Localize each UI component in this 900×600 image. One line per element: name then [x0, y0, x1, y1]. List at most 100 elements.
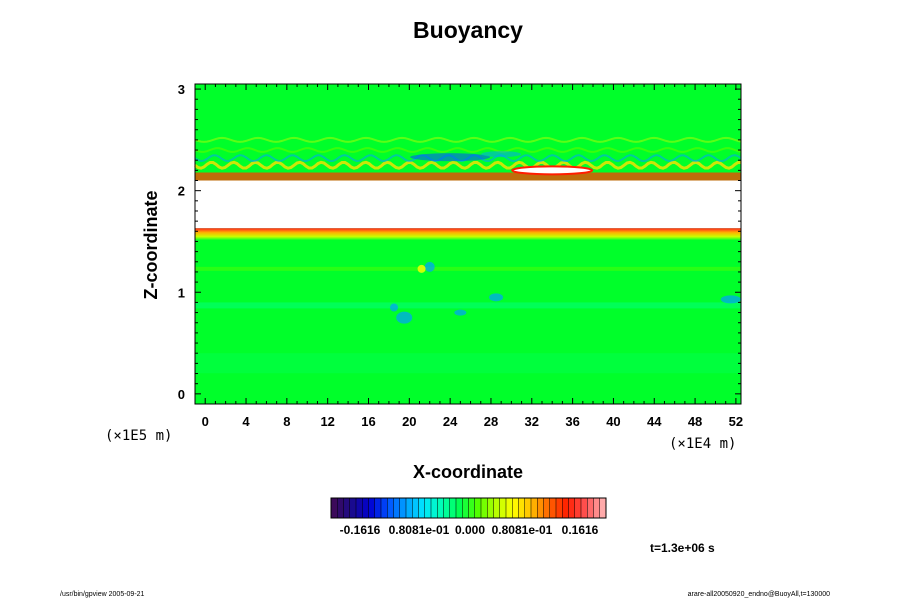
y-tick-labels: 0 1 2 3 — [178, 82, 185, 402]
colorbar-cell — [493, 497, 501, 519]
wave-stripe — [194, 160, 741, 170]
colorbar-label: 0.000 — [455, 523, 485, 537]
x-tick-label: 20 — [402, 414, 416, 429]
colorbar-cell — [574, 497, 582, 519]
lower-warm-band — [195, 228, 741, 241]
x-tick-label: 52 — [729, 414, 743, 429]
colorbar-cell — [543, 497, 551, 519]
x-tick-label: 40 — [606, 414, 620, 429]
x-tick-label: 24 — [443, 414, 458, 429]
colorbar-cell — [530, 497, 538, 519]
x-tick-label: 44 — [647, 414, 662, 429]
colorbar-cell — [499, 497, 507, 519]
colorbar-cell — [599, 497, 607, 519]
cold-blob — [489, 293, 504, 302]
colorbar-cell — [437, 497, 444, 519]
colorbar-cell — [330, 497, 338, 519]
colorbar — [330, 497, 607, 519]
y-axis-label: Z-coordinate — [141, 190, 161, 299]
colorbar-cell — [462, 497, 469, 519]
colorbar-cell — [387, 497, 394, 519]
colorbar-cell — [349, 497, 357, 519]
x-tick-labels: 0 4 8 12 16 20 24 28 32 36 40 44 48 52 — [202, 414, 744, 429]
colorbar-cell — [549, 497, 557, 519]
cold-blob — [396, 311, 413, 324]
lower-stripe — [195, 266, 741, 271]
x-tick-label: 28 — [484, 414, 498, 429]
upper-cold-patch — [410, 153, 491, 162]
cold-blob — [720, 295, 741, 304]
colorbar-cell — [487, 497, 494, 519]
time-label: t=1.3e+06 s — [650, 541, 715, 555]
x-tick-label: 4 — [242, 414, 250, 429]
colorbar-cell — [405, 497, 413, 519]
colorbar-cell — [412, 497, 419, 519]
colorbar-cell — [393, 497, 401, 519]
cold-blob — [424, 261, 435, 272]
colorbar-labels: -0.1616 0.8081e-01 0.000 0.8081e-01 0.1616 — [340, 523, 599, 537]
colorbar-cell — [368, 497, 376, 519]
field-features — [194, 136, 742, 374]
colorbar-cell — [443, 497, 451, 519]
x-tick-label: 48 — [688, 414, 702, 429]
y-tick-label: 1 — [178, 285, 185, 300]
colorbar-cell — [374, 497, 382, 519]
colorbar-cell — [512, 497, 519, 519]
cold-blob — [454, 309, 467, 316]
colorbar-cell — [424, 497, 432, 519]
y-tick-label: 3 — [178, 82, 185, 97]
warm-blob — [417, 264, 426, 273]
colorbar-label: 0.1616 — [562, 523, 599, 537]
upper-warm-lens — [511, 165, 594, 176]
colorbar-frame — [330, 497, 607, 519]
chart-title: Buoyancy — [413, 17, 523, 43]
x-axis-unit: (×1E4 m) — [669, 436, 736, 452]
colorbar-cell — [505, 497, 513, 519]
colorbar-cell — [449, 497, 457, 519]
upper-warm-band — [195, 172, 741, 181]
colorbar-cell — [399, 497, 407, 519]
colorbar-cell — [474, 497, 482, 519]
colorbar-cell — [587, 497, 594, 519]
colorbar-cell — [418, 497, 426, 519]
colorbar-label: 0.8081e-01 — [492, 523, 553, 537]
x-tick-label: 12 — [320, 414, 334, 429]
colorbar-cell — [518, 497, 526, 519]
colorbar-cell — [480, 497, 488, 519]
upper-cold-patch — [481, 151, 522, 158]
x-axis-label: X-coordinate — [413, 462, 523, 482]
colorbar-cell — [468, 497, 476, 519]
colorbar-cell — [562, 497, 569, 519]
colorbar-cell — [555, 497, 563, 519]
colorbar-cell — [524, 497, 532, 519]
y-tick-label: 0 — [178, 387, 185, 402]
colorbar-cell — [537, 497, 544, 519]
white-gap — [195, 180, 741, 229]
wave-stripe — [194, 136, 742, 143]
colorbar-cell — [337, 497, 344, 519]
colorbar-cell — [430, 497, 438, 519]
plot-frame — [194, 83, 742, 405]
x-tick-label: 8 — [283, 414, 290, 429]
colorbar-cell — [580, 497, 588, 519]
y-tick-label: 2 — [178, 184, 185, 199]
y-axis-unit: (×1E5 m) — [105, 428, 172, 444]
x-tick-label: 0 — [202, 414, 209, 429]
x-tick-label: 16 — [361, 414, 375, 429]
lower-stripe — [195, 353, 741, 374]
axis-ticks — [195, 84, 741, 404]
colorbar-cell — [362, 497, 369, 519]
colorbar-cell — [455, 497, 463, 519]
colorbar-cell — [343, 497, 351, 519]
colorbar-cell — [593, 497, 601, 519]
colorbar-label: 0.8081e-01 — [389, 523, 450, 537]
x-tick-label: 32 — [525, 414, 539, 429]
footer-left: /usr/bin/gpview 2005-09-21 — [60, 591, 145, 598]
wave-stripe — [194, 147, 742, 153]
colorbar-cell — [380, 497, 388, 519]
colorbar-label: -0.1616 — [340, 523, 381, 537]
footer-right: arare-all20050920_endno@BuoyAll,t=130000 — [688, 591, 830, 598]
lower-stripe — [195, 302, 741, 309]
